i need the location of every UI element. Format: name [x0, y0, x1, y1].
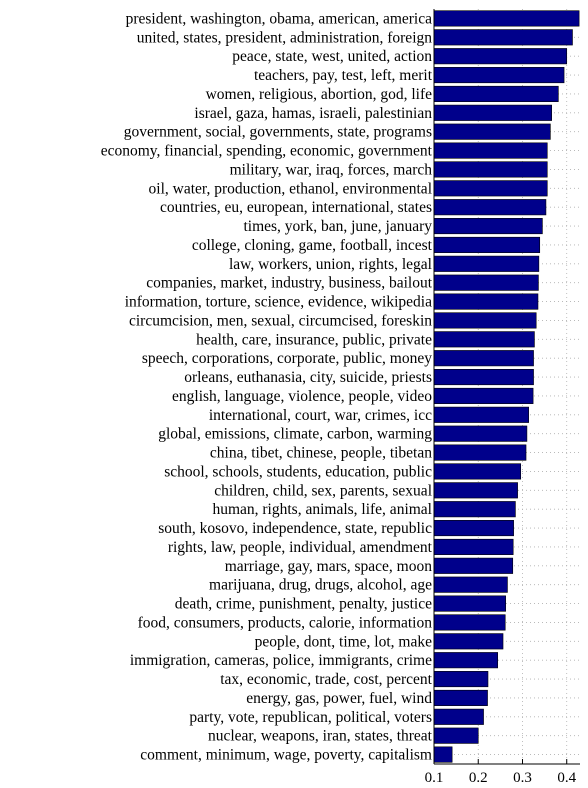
category-label: global, emissions, climate, carbon, warm… — [158, 426, 432, 443]
category-label: death, crime, punishment, penalty, justi… — [175, 596, 432, 613]
bar — [433, 218, 543, 235]
bar — [433, 689, 488, 706]
category-label: comment, minimum, wage, poverty, capital… — [140, 747, 432, 764]
bar — [433, 595, 506, 612]
category-label: college, cloning, game, football, incest — [192, 237, 433, 254]
category-label: international, court, war, crimes, icc — [209, 407, 432, 424]
x-axis: 0.1 0.2 0.3 0.4 — [425, 9, 580, 786]
x-tick-label: 0.4 — [557, 770, 576, 786]
category-label: tax, economic, trade, cost, percent — [220, 671, 432, 688]
category-label: people, dont, time, lot, make — [255, 633, 432, 650]
bar — [433, 387, 534, 404]
bar — [433, 444, 527, 461]
bar — [433, 255, 540, 272]
category-label: government, social, governments, state, … — [124, 124, 432, 141]
grid-lines — [433, 9, 580, 764]
bar — [433, 312, 537, 329]
bars — [433, 10, 580, 763]
category-label: countries, eu, european, international, … — [160, 199, 432, 216]
bar — [433, 123, 551, 140]
category-label: children, child, sex, parents, sexual — [214, 482, 432, 499]
bar — [433, 199, 547, 216]
bar — [433, 425, 528, 442]
category-label: israel, gaza, hamas, israeli, palestinia… — [194, 105, 432, 122]
bar — [433, 67, 565, 84]
category-label: times, york, ban, june, january — [243, 218, 432, 235]
category-label: economy, financial, spending, economic, … — [101, 143, 433, 160]
bar — [433, 236, 541, 253]
bar — [433, 29, 573, 46]
category-label: marriage, gay, mars, space, moon — [225, 558, 433, 575]
bar — [433, 520, 514, 537]
category-label: rights, law, people, individual, amendme… — [168, 539, 433, 556]
category-label: circumcision, men, sexual, circumcised, … — [129, 312, 432, 329]
category-label: president, washington, obama, american, … — [126, 10, 433, 27]
bar — [433, 85, 559, 102]
category-label: health, care, insurance, public, private — [196, 331, 432, 348]
category-label: party, vote, republican, political, vote… — [189, 709, 432, 726]
bar — [433, 538, 514, 555]
category-label: oil, water, production, ethanol, environ… — [149, 180, 432, 197]
bar — [433, 48, 568, 65]
category-label: information, torture, science, evidence,… — [125, 294, 432, 311]
x-tick-label: 0.3 — [513, 770, 532, 786]
category-label: english, language, violence, people, vid… — [172, 388, 432, 405]
x-tick-label: 0.2 — [469, 770, 488, 786]
bar — [433, 142, 548, 159]
category-label: energy, gas, power, fuel, wind — [246, 690, 432, 707]
category-label: orleans, euthanasia, city, suicide, prie… — [184, 369, 432, 386]
category-label: school, schools, students, education, pu… — [164, 463, 432, 480]
category-label: human, rights, animals, life, animal — [212, 501, 432, 518]
bar — [433, 557, 514, 574]
category-label: peace, state, west, united, action — [232, 48, 432, 65]
category-label: china, tibet, chinese, people, tibetan — [210, 445, 432, 462]
category-label: united, states, president, administratio… — [137, 29, 433, 46]
bar — [433, 274, 539, 291]
bar — [433, 161, 548, 178]
bar — [433, 576, 508, 593]
bar — [433, 180, 548, 197]
category-label: food, consumers, products, calorie, info… — [138, 614, 433, 631]
bar — [433, 331, 535, 348]
category-labels: president, washington, obama, american, … — [101, 10, 433, 763]
bar — [433, 369, 534, 386]
bar — [433, 708, 484, 725]
bar — [433, 652, 499, 669]
category-label: women, religious, abortion, god, life — [206, 86, 433, 103]
bar — [433, 633, 504, 650]
category-label: speech, corporations, corporate, public,… — [142, 350, 432, 367]
bar — [433, 293, 539, 310]
category-label: military, war, iraq, forces, march — [230, 161, 433, 178]
category-label: teachers, pay, test, left, merit — [254, 67, 433, 84]
bar — [433, 614, 506, 631]
category-label: law, workers, union, rights, legal — [229, 256, 432, 273]
category-label: companies, market, industry, business, b… — [146, 275, 432, 292]
bar — [433, 501, 516, 518]
x-tick-label: 0.1 — [425, 770, 444, 786]
bar — [433, 350, 534, 367]
category-label: marijuana, drug, drugs, alcohol, age — [209, 577, 432, 594]
bar — [433, 671, 489, 688]
category-label: nuclear, weapons, iran, states, threat — [208, 728, 433, 745]
bar — [433, 10, 580, 27]
bar — [433, 104, 552, 121]
category-label: south, kosovo, independence, state, repu… — [158, 520, 432, 537]
bar — [433, 727, 479, 744]
bar — [433, 482, 518, 499]
category-label: immigration, cameras, police, immigrants… — [130, 652, 432, 669]
bar — [433, 463, 522, 480]
bar — [433, 406, 529, 423]
bar — [433, 746, 453, 763]
